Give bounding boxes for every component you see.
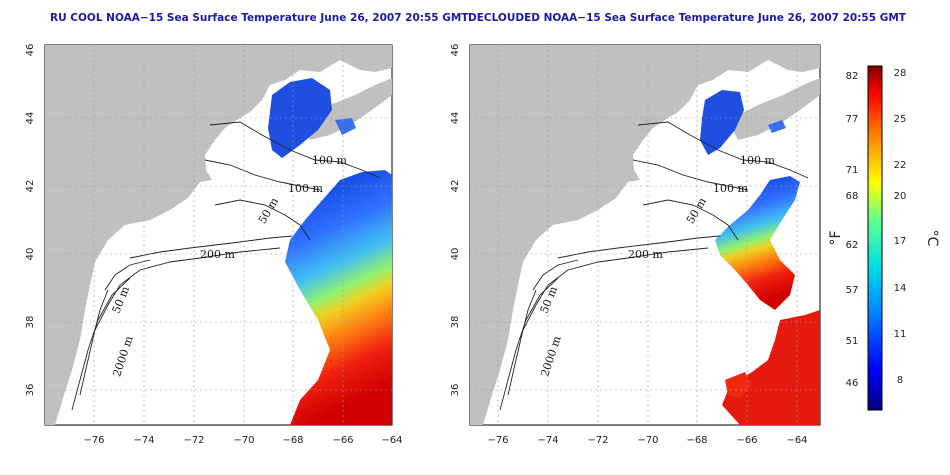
colorbar-f-tick: 68: [846, 191, 859, 202]
colorbar-fahrenheit-ticks: 82 77 71 68 62 57 51 46: [846, 71, 859, 389]
colorbar-c-tick: 25: [894, 114, 907, 125]
right-contour-label-100m-a: 100 m: [740, 154, 775, 167]
left-nova-scotia: [300, 78, 392, 140]
left-sst-scotian: [335, 118, 356, 135]
right-sst-south: [722, 310, 820, 425]
right-sst-scotian: [768, 120, 786, 133]
left-y-tick: 46: [25, 44, 36, 57]
right-x-tick: −68: [686, 435, 707, 446]
right-sst-gulf-maine: [700, 90, 744, 155]
left-sst-offshore: [285, 170, 392, 425]
colorbar-unit-c: °C: [924, 230, 940, 247]
colorbar: 82 77 71 68 62 57 51 46 28 25 22 20 17 1…: [828, 65, 940, 411]
right-x-tick: −66: [736, 435, 757, 446]
colorbar-c-tick: 11: [894, 329, 907, 340]
right-x-tick: −76: [487, 435, 508, 446]
right-y-tick: 40: [450, 248, 461, 261]
right-x-tick: −64: [786, 435, 807, 446]
left-x-tick: −72: [183, 435, 204, 446]
left-contour-label-100m-b: 100 m: [288, 182, 323, 195]
right-contour-label-200m: 200 m: [628, 248, 663, 261]
left-contour-label-100m-a: 100 m: [312, 154, 347, 167]
right-x-tick: −70: [637, 435, 658, 446]
left-contour-label-200m: 200 m: [200, 248, 235, 261]
left-x-tick: −70: [233, 435, 254, 446]
colorbar-celsius-ticks: 28 25 22 20 17 14 11 8: [894, 68, 907, 386]
left-y-tick: 40: [25, 248, 36, 261]
right-y-tick: 44: [450, 112, 461, 125]
colorbar-unit-f: °F: [828, 230, 844, 245]
right-grid: [470, 45, 820, 425]
right-sst-south-patch: [725, 372, 752, 398]
left-y-tick: 38: [25, 316, 36, 329]
colorbar-f-tick: 82: [846, 71, 859, 82]
colorbar-c-tick: 20: [894, 191, 907, 202]
colorbar-f-tick: 62: [846, 240, 859, 251]
left-y-tick: 36: [25, 384, 36, 397]
left-y-tick: 42: [25, 180, 36, 193]
colorbar-f-tick: 77: [846, 114, 859, 125]
right-map-panel: 100 m 100 m 50 m 200 m 50 m 2000 m −76 −…: [450, 44, 821, 446]
left-x-ticks: −76 −74 −72 −70 −68 −66 −64: [83, 435, 402, 446]
colorbar-f-tick: 57: [846, 285, 859, 296]
colorbar-c-tick: 22: [894, 160, 907, 171]
right-land: [470, 45, 820, 425]
right-nova-scotia: [728, 78, 820, 140]
left-x-tick: −68: [282, 435, 303, 446]
left-x-tick: −74: [133, 435, 154, 446]
colorbar-c-tick: 14: [894, 283, 907, 294]
right-x-tick: −74: [537, 435, 558, 446]
left-x-tick: −66: [332, 435, 353, 446]
left-y-ticks: 46 44 42 40 38 36: [25, 44, 36, 397]
right-y-ticks: 46 44 42 40 38 36: [450, 44, 461, 397]
left-x-tick: −64: [381, 435, 402, 446]
right-y-tick: 46: [450, 44, 461, 57]
colorbar-c-tick: 17: [894, 236, 907, 247]
colorbar-f-tick: 51: [846, 336, 859, 347]
right-y-tick: 38: [450, 316, 461, 329]
right-y-tick: 36: [450, 384, 461, 397]
colorbar-c-tick: 8: [897, 375, 903, 386]
colorbar-f-tick: 71: [846, 165, 859, 176]
colorbar-gradient: [867, 65, 883, 411]
right-x-ticks: −76 −74 −72 −70 −68 −66 −64: [487, 435, 807, 446]
left-land: [45, 45, 392, 425]
colorbar-f-tick: 46: [846, 378, 859, 389]
right-y-tick: 42: [450, 180, 461, 193]
right-map-title: DECLOUDED NOAA−15 Sea Surface Temperatur…: [468, 12, 906, 24]
left-contours: [71, 121, 381, 411]
left-grid: [45, 45, 392, 425]
colorbar-c-tick: 28: [894, 68, 907, 79]
left-y-tick: 44: [25, 112, 36, 125]
left-map-panel: 100 m 100 m 50 m 200 m 50 m 2000 m −76 −…: [25, 44, 403, 446]
left-x-tick: −76: [83, 435, 104, 446]
right-sst-offshore: [715, 176, 800, 310]
right-contour-label-100m-b: 100 m: [713, 182, 748, 195]
left-map-title: RU COOL NOAA−15 Sea Surface Temperature …: [50, 12, 469, 24]
right-x-tick: −72: [587, 435, 608, 446]
